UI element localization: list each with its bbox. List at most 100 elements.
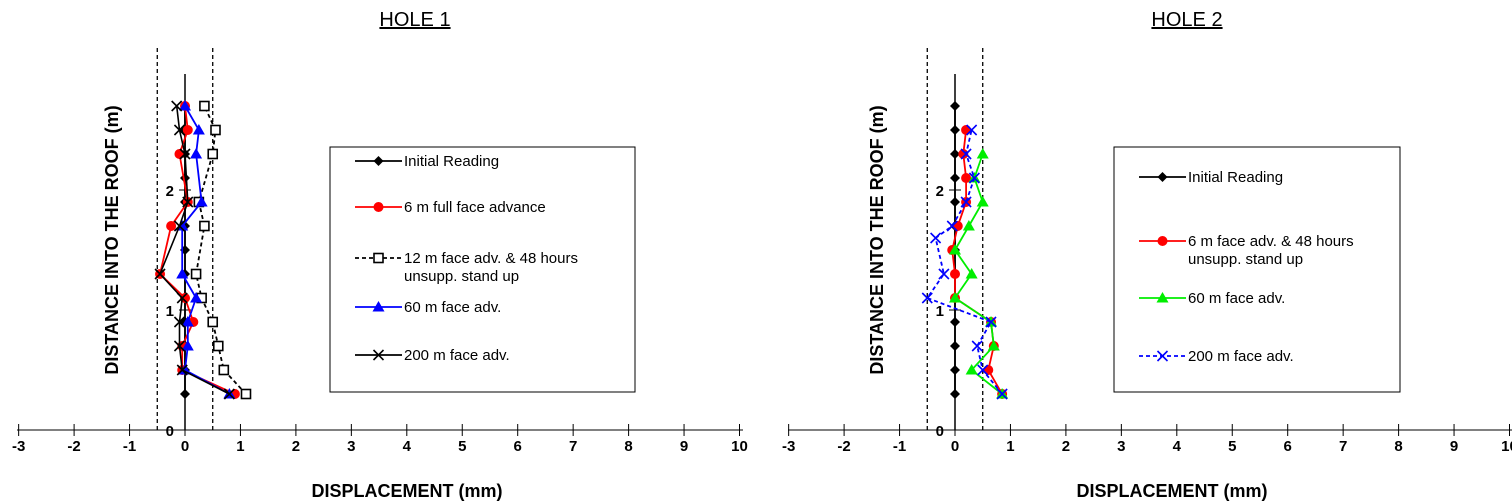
legend-label: Initial Reading — [404, 153, 499, 170]
y-tick-label: 2 — [936, 183, 944, 200]
data-point — [199, 220, 210, 232]
legend-label-line: unsupp. stand up — [1188, 251, 1303, 268]
data-point — [930, 232, 942, 244]
series-line — [953, 153, 1003, 395]
data-point — [946, 220, 958, 232]
data-point — [207, 148, 219, 160]
series-2 — [947, 125, 1008, 399]
data-point — [173, 340, 186, 352]
plot-area — [154, 100, 252, 400]
data-point — [181, 340, 194, 351]
legend: Initial Reading 6 m face adv. & 48 hours u… — [1113, 146, 1401, 393]
legend-box — [1113, 146, 1401, 393]
y-tick-label: 1 — [166, 303, 174, 320]
legend-marker — [1156, 292, 1169, 303]
x-tick-label: 3 — [347, 438, 355, 455]
data-point — [950, 341, 960, 351]
data-point — [950, 149, 960, 159]
data-point — [182, 196, 194, 208]
series-4 — [921, 124, 1008, 400]
data-point — [171, 100, 183, 112]
chart-panel-2: HOLE 2 -3 -2 -1 0 1 2 3 4 5 6 7 8 9 10 0 1 2 DISPLACEMENT … — [782, 9, 1512, 501]
y-tick-label: 0 — [936, 423, 944, 440]
data-point — [950, 269, 960, 279]
data-point — [192, 124, 205, 135]
x-tick-label: 4 — [403, 438, 412, 455]
data-point — [950, 365, 960, 375]
data-point — [166, 221, 177, 231]
legend: Initial Reading 6 m full face advance 12 m… — [329, 146, 636, 393]
legend-label: 60 m face adv. — [404, 299, 501, 316]
data-point — [960, 148, 972, 160]
data-point — [176, 364, 188, 376]
data-point — [961, 125, 972, 135]
legend-label: 6 m full face advance — [404, 199, 546, 216]
y-axis-label: DISTANCE INTO THE ROOF (m) — [102, 105, 122, 374]
x-tick-label: -2 — [837, 438, 850, 455]
x-tick-label: 8 — [1394, 438, 1402, 455]
legend-marker — [373, 156, 384, 166]
data-point — [181, 316, 194, 327]
x-tick-label: 0 — [951, 438, 959, 455]
data-point — [190, 292, 203, 303]
x-tick-label: 5 — [1228, 438, 1236, 455]
x-tick-label: -1 — [123, 438, 136, 455]
data-point — [176, 268, 189, 279]
y-tick-label: 0 — [166, 423, 174, 440]
data-point — [968, 172, 980, 184]
data-point — [179, 364, 191, 375]
data-point — [207, 316, 219, 328]
data-point — [949, 244, 961, 255]
x-tick-label: 1 — [1006, 438, 1014, 455]
data-point — [173, 124, 186, 136]
legend-label: 12 m face adv. & 48 hours unsupp. stand u… — [404, 250, 578, 285]
x-tick-label: 2 — [292, 438, 300, 455]
legend-marker — [373, 252, 384, 264]
data-point — [199, 100, 210, 112]
x-tick-label: -3 — [782, 438, 795, 455]
x-tick-label: 3 — [1117, 438, 1125, 455]
legend-marker — [1157, 236, 1168, 246]
data-point — [949, 292, 961, 303]
y-tick-label: 1 — [936, 303, 944, 320]
legend-label: 200 m face adv. — [1188, 348, 1294, 365]
data-point — [195, 196, 208, 207]
data-point — [179, 100, 191, 111]
legend-label-line: 12 m face adv. & 48 hours — [404, 250, 578, 267]
data-point — [950, 173, 960, 183]
chart-title: HOLE 2 — [1151, 9, 1222, 31]
legend-marker — [372, 301, 385, 312]
x-tick-label: -3 — [12, 438, 25, 455]
legend-label: 60 m face adv. — [1188, 290, 1285, 307]
x-tick-label: 9 — [1450, 438, 1458, 455]
data-point — [985, 316, 997, 328]
x-tick-label: 5 — [458, 438, 466, 455]
legend-marker — [372, 349, 385, 361]
data-point — [977, 364, 989, 376]
data-point — [240, 388, 252, 400]
chart-title: HOLE 1 — [379, 9, 450, 31]
data-point — [154, 268, 166, 280]
x-tick-label: 6 — [1284, 438, 1292, 455]
data-point — [950, 389, 960, 399]
data-point — [176, 292, 188, 304]
data-point — [182, 125, 193, 135]
x-tick-label: 4 — [1173, 438, 1182, 455]
data-point — [987, 340, 1000, 351]
legend-label: 6 m face adv. & 48 hours unsupp. stand up — [1188, 233, 1354, 268]
data-point — [174, 149, 185, 159]
x-axis-label: DISPLACEMENT (mm) — [1076, 481, 1267, 501]
data-point — [961, 173, 972, 183]
legend-marker — [1156, 350, 1169, 362]
series-3 — [190, 100, 252, 400]
legend-label-line: unsupp. stand up — [404, 268, 519, 285]
data-point — [996, 388, 1008, 400]
series-5 — [154, 100, 235, 400]
data-point — [976, 148, 989, 159]
data-point — [966, 124, 978, 136]
x-tick-label: 1 — [236, 438, 244, 455]
x-tick-label: 7 — [569, 438, 577, 455]
data-point — [950, 317, 960, 327]
data-point — [210, 124, 221, 136]
data-point — [976, 196, 989, 207]
